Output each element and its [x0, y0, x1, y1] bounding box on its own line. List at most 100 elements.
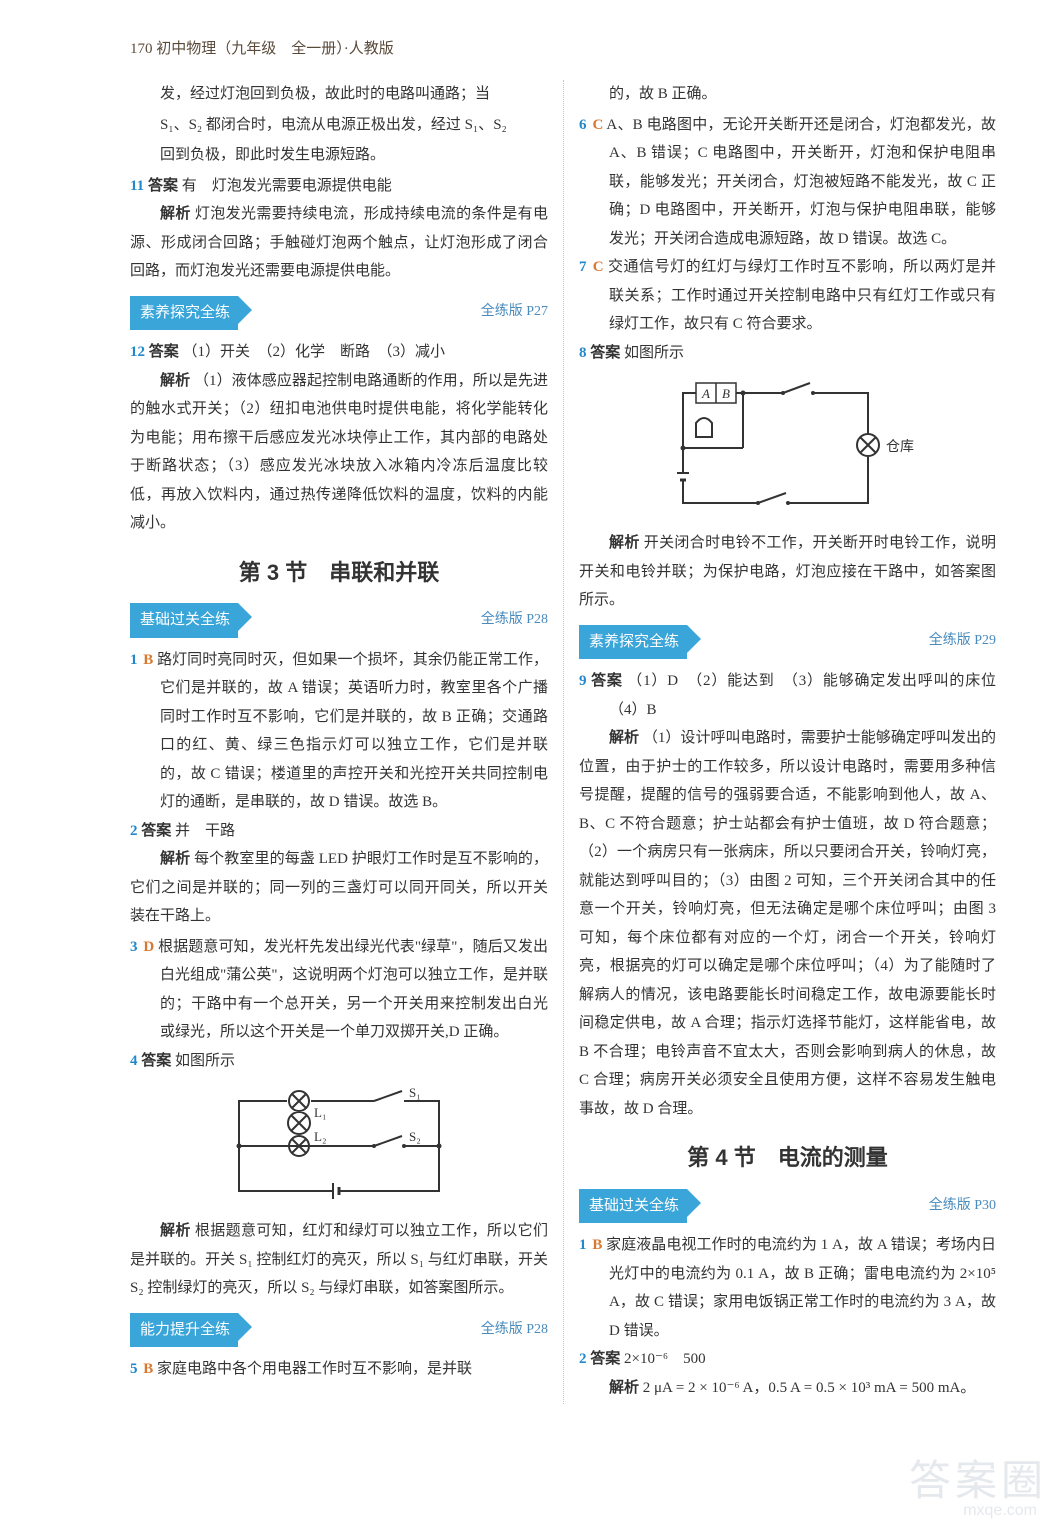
- answer-letter: B: [143, 652, 153, 668]
- section-badge: 基础过关全练: [579, 1189, 687, 1224]
- circuit-svg: A B 仓库: [658, 373, 918, 523]
- section-badge: 素养探究全练: [130, 296, 238, 331]
- answer-label: 答案: [148, 178, 178, 194]
- analysis-label: 解析: [160, 1223, 191, 1239]
- left-column: 发，经过灯泡回到负极，故此时的电路叫通路；当 S₁、S₂ 都闭合时，电流从电源正…: [130, 80, 563, 1404]
- svg-text:L₂: L₂: [314, 1129, 326, 1144]
- q-number: 1: [130, 652, 138, 668]
- q-number: 12: [130, 344, 145, 360]
- answer-label: 答案: [590, 345, 620, 361]
- q11-answer: 11 答案 有 灯泡发光需要电源提供电能: [130, 172, 548, 201]
- analysis-label: 解析: [609, 1380, 639, 1396]
- svg-text:S₂: S₂: [409, 1129, 421, 1144]
- answer-label: 答案: [591, 673, 623, 689]
- q-text: 家庭电路中各个用电器工作时互不影响，是并联: [157, 1361, 472, 1377]
- answer-text: 并 干路: [175, 823, 235, 839]
- q2b-answer: 2 答案 2×10⁻⁶ 500: [579, 1345, 996, 1374]
- analysis-text: 开关闭合时电铃不工作，开关断开时电铃工作，说明开关和电铃并联；为保护电路，灯泡应…: [579, 535, 996, 608]
- q4-circuit-diagram: L₁ S₁: [130, 1081, 548, 1211]
- watermark-url: mxqe.com: [963, 1496, 1037, 1526]
- answer-text: （1）开关 （2）化学 断路 （3）减小: [183, 344, 446, 360]
- q-number: 7: [579, 259, 587, 275]
- q2-analysis: 解析 每个教室里的每盏 LED 护眼灯工作时是互不影响的，它们之间是并联的；同一…: [130, 845, 548, 931]
- q-number: 2: [130, 823, 138, 839]
- page-ref: 全练版 P27: [481, 299, 548, 326]
- q2-answer: 2 答案 并 干路: [130, 817, 548, 846]
- answer-letter: D: [143, 939, 154, 955]
- analysis-text: （1）设计呼叫电路时，需要护士能够确定呼叫发出的位置，由于护士的工作较多，所以设…: [579, 730, 996, 1117]
- section-title: 第 3 节 串联和并联: [130, 552, 548, 594]
- answer-label: 答案: [141, 823, 171, 839]
- badge-row: 素养探究全练 全练版 P29: [579, 625, 996, 660]
- watermark: 答案圈: [909, 1441, 1047, 1521]
- answer-text: 2×10⁻⁶ 500: [624, 1351, 706, 1367]
- q2b-analysis: 解析 2 μA = 2 × 10⁻⁶ A，0.5 A = 0.5 × 10³ m…: [579, 1374, 996, 1403]
- page-ref: 全练版 P29: [929, 628, 996, 655]
- analysis-text: 每个教室里的每盏 LED 护眼灯工作时是互不影响的，它们之间是并联的；同一列的三…: [130, 851, 548, 924]
- answer-label: 答案: [590, 1351, 620, 1367]
- svg-text:B: B: [722, 386, 730, 401]
- q3: 3 D 根据题意可知，发光杆先发出绿光代表"绿草"，随后又发出白光组成"蒲公英"…: [130, 933, 548, 1047]
- q-number: 1: [579, 1237, 587, 1253]
- q1b: 1 B 家庭液晶电视工作时的电流约为 1 A，故 A 错误；考场内日光灯中的电流…: [579, 1231, 996, 1345]
- page-ref: 全练版 P30: [929, 1193, 996, 1220]
- badge-row: 基础过关全练 全练版 P28: [130, 603, 548, 638]
- page-header: 170 初中物理（九年级 全一册）·人教版: [130, 35, 394, 64]
- section-badge: 基础过关全练: [130, 603, 238, 638]
- q-number: 8: [579, 345, 587, 361]
- q-text: 根据题意可知，发光杆先发出绿光代表"绿草"，随后又发出白光组成"蒲公英"，这说明…: [158, 939, 548, 1041]
- answer-letter: C: [593, 259, 604, 275]
- book-title: 初中物理（九年级 全一册）·人教版: [156, 41, 394, 57]
- analysis-text: 2 μA = 2 × 10⁻⁶ A，0.5 A = 0.5 × 10³ mA =…: [643, 1380, 976, 1396]
- answer-label: 答案: [149, 344, 179, 360]
- answer-text: 有 灯泡发光需要电源提供电能: [182, 178, 392, 194]
- intro-line: S₁、S₂ 都闭合时，电流从电源正极出发，经过 S₁、S₂: [130, 111, 548, 140]
- q-number: 9: [579, 673, 587, 689]
- q11-analysis: 解析 灯泡发光需要持续电流，形成持续电流的条件是有电源、形成闭合回路；手触碰灯泡…: [130, 200, 548, 286]
- q4-answer: 4 答案 如图所示: [130, 1047, 548, 1076]
- section-badge: 素养探究全练: [579, 625, 687, 660]
- q8-circuit-diagram: A B 仓库: [579, 373, 996, 523]
- analysis-label: 解析: [609, 535, 640, 551]
- answer-label: 答案: [141, 1053, 171, 1069]
- q9-analysis: 解析 （1）设计呼叫电路时，需要护士能够确定呼叫发出的位置，由于护士的工作较多，…: [579, 724, 996, 1123]
- q8-analysis: 解析 开关闭合时电铃不工作，开关断开时电铃工作，说明开关和电铃并联；为保护电路，…: [579, 529, 996, 615]
- answer-text: 如图所示: [175, 1053, 235, 1069]
- circuit-svg: L₁ S₁: [219, 1081, 459, 1211]
- q1: 1 B 路灯同时亮同时灭，但如果一个损坏，其余仍能正常工作，它们是并联的，故 A…: [130, 646, 548, 817]
- badge-row: 基础过关全练 全练版 P30: [579, 1189, 996, 1224]
- intro-line: 回到负极，即此时发生电源短路。: [130, 141, 548, 170]
- intro-line: 的，故 B 正确。: [579, 80, 996, 109]
- answer-text: 如图所示: [624, 345, 684, 361]
- page-ref: 全练版 P28: [481, 607, 548, 634]
- q-text: A、B 电路图中，无论开关断开还是闭合，灯泡都发光，故 A、B 错误；C 电路图…: [606, 117, 996, 247]
- q9-answer: 9 答案 （1）D （2）能达到 （3）能够确定发出呼叫的床位 （4）B: [579, 667, 996, 724]
- analysis-text: 灯泡发光需要持续电流，形成持续电流的条件是有电源、形成闭合回路；手触碰灯泡两个触…: [130, 206, 548, 279]
- q4-analysis: 解析 根据题意可知，红灯和绿灯可以独立工作，所以它们是并联的。开关 S₁ 控制红…: [130, 1217, 548, 1303]
- q-number: 4: [130, 1053, 138, 1069]
- analysis-label: 解析: [160, 851, 190, 867]
- q12-answer: 12 答案 （1）开关 （2）化学 断路 （3）减小: [130, 338, 548, 367]
- intro-line: 发，经过灯泡回到负极，故此时的电路叫通路；当: [130, 80, 548, 109]
- q-text: 交通信号灯的红灯与绿灯工作时互不影响，所以两灯是并联关系；工作时通过开关控制电路…: [608, 259, 996, 332]
- section-title: 第 4 节 电流的测量: [579, 1137, 996, 1179]
- content-columns: 发，经过灯泡回到负极，故此时的电路叫通路；当 S₁、S₂ 都闭合时，电流从电源正…: [130, 80, 1030, 1404]
- svg-text:L₁: L₁: [314, 1105, 326, 1120]
- analysis-text: （1）液体感应器起控制电路通断的作用，所以是先进的触水式开关；（2）纽扣电池供电…: [130, 373, 548, 532]
- answer-text: （1）D （2）能达到 （3）能够确定发出呼叫的床位 （4）B: [609, 673, 1011, 718]
- svg-text:仓库: 仓库: [886, 439, 914, 455]
- analysis-label: 解析: [160, 373, 190, 389]
- right-column: 的，故 B 正确。 6 C A、B 电路图中，无论开关断开还是闭合，灯泡都发光，…: [563, 80, 996, 1404]
- q-number: 3: [130, 939, 138, 955]
- q-number: 2: [579, 1351, 587, 1367]
- svg-text:S₁: S₁: [409, 1085, 421, 1100]
- section-badge: 能力提升全练: [130, 1313, 238, 1348]
- badge-row: 素养探究全练 全练版 P27: [130, 296, 548, 331]
- analysis-label: 解析: [160, 206, 191, 222]
- answer-letter: B: [143, 1361, 153, 1377]
- q6: 6 C A、B 电路图中，无论开关断开还是闭合，灯泡都发光，故 A、B 错误；C…: [579, 111, 996, 254]
- analysis-text: 根据题意可知，红灯和绿灯可以独立工作，所以它们是并联的。开关 S₁ 控制红灯的亮…: [130, 1223, 548, 1296]
- q12-analysis: 解析 （1）液体感应器起控制电路通断的作用，所以是先进的触水式开关；（2）纽扣电…: [130, 367, 548, 538]
- q-text: 家庭液晶电视工作时的电流约为 1 A，故 A 错误；考场内日光灯中的电流约为 0…: [606, 1237, 996, 1339]
- q7: 7 C 交通信号灯的红灯与绿灯工作时互不影响，所以两灯是并联关系；工作时通过开关…: [579, 253, 996, 339]
